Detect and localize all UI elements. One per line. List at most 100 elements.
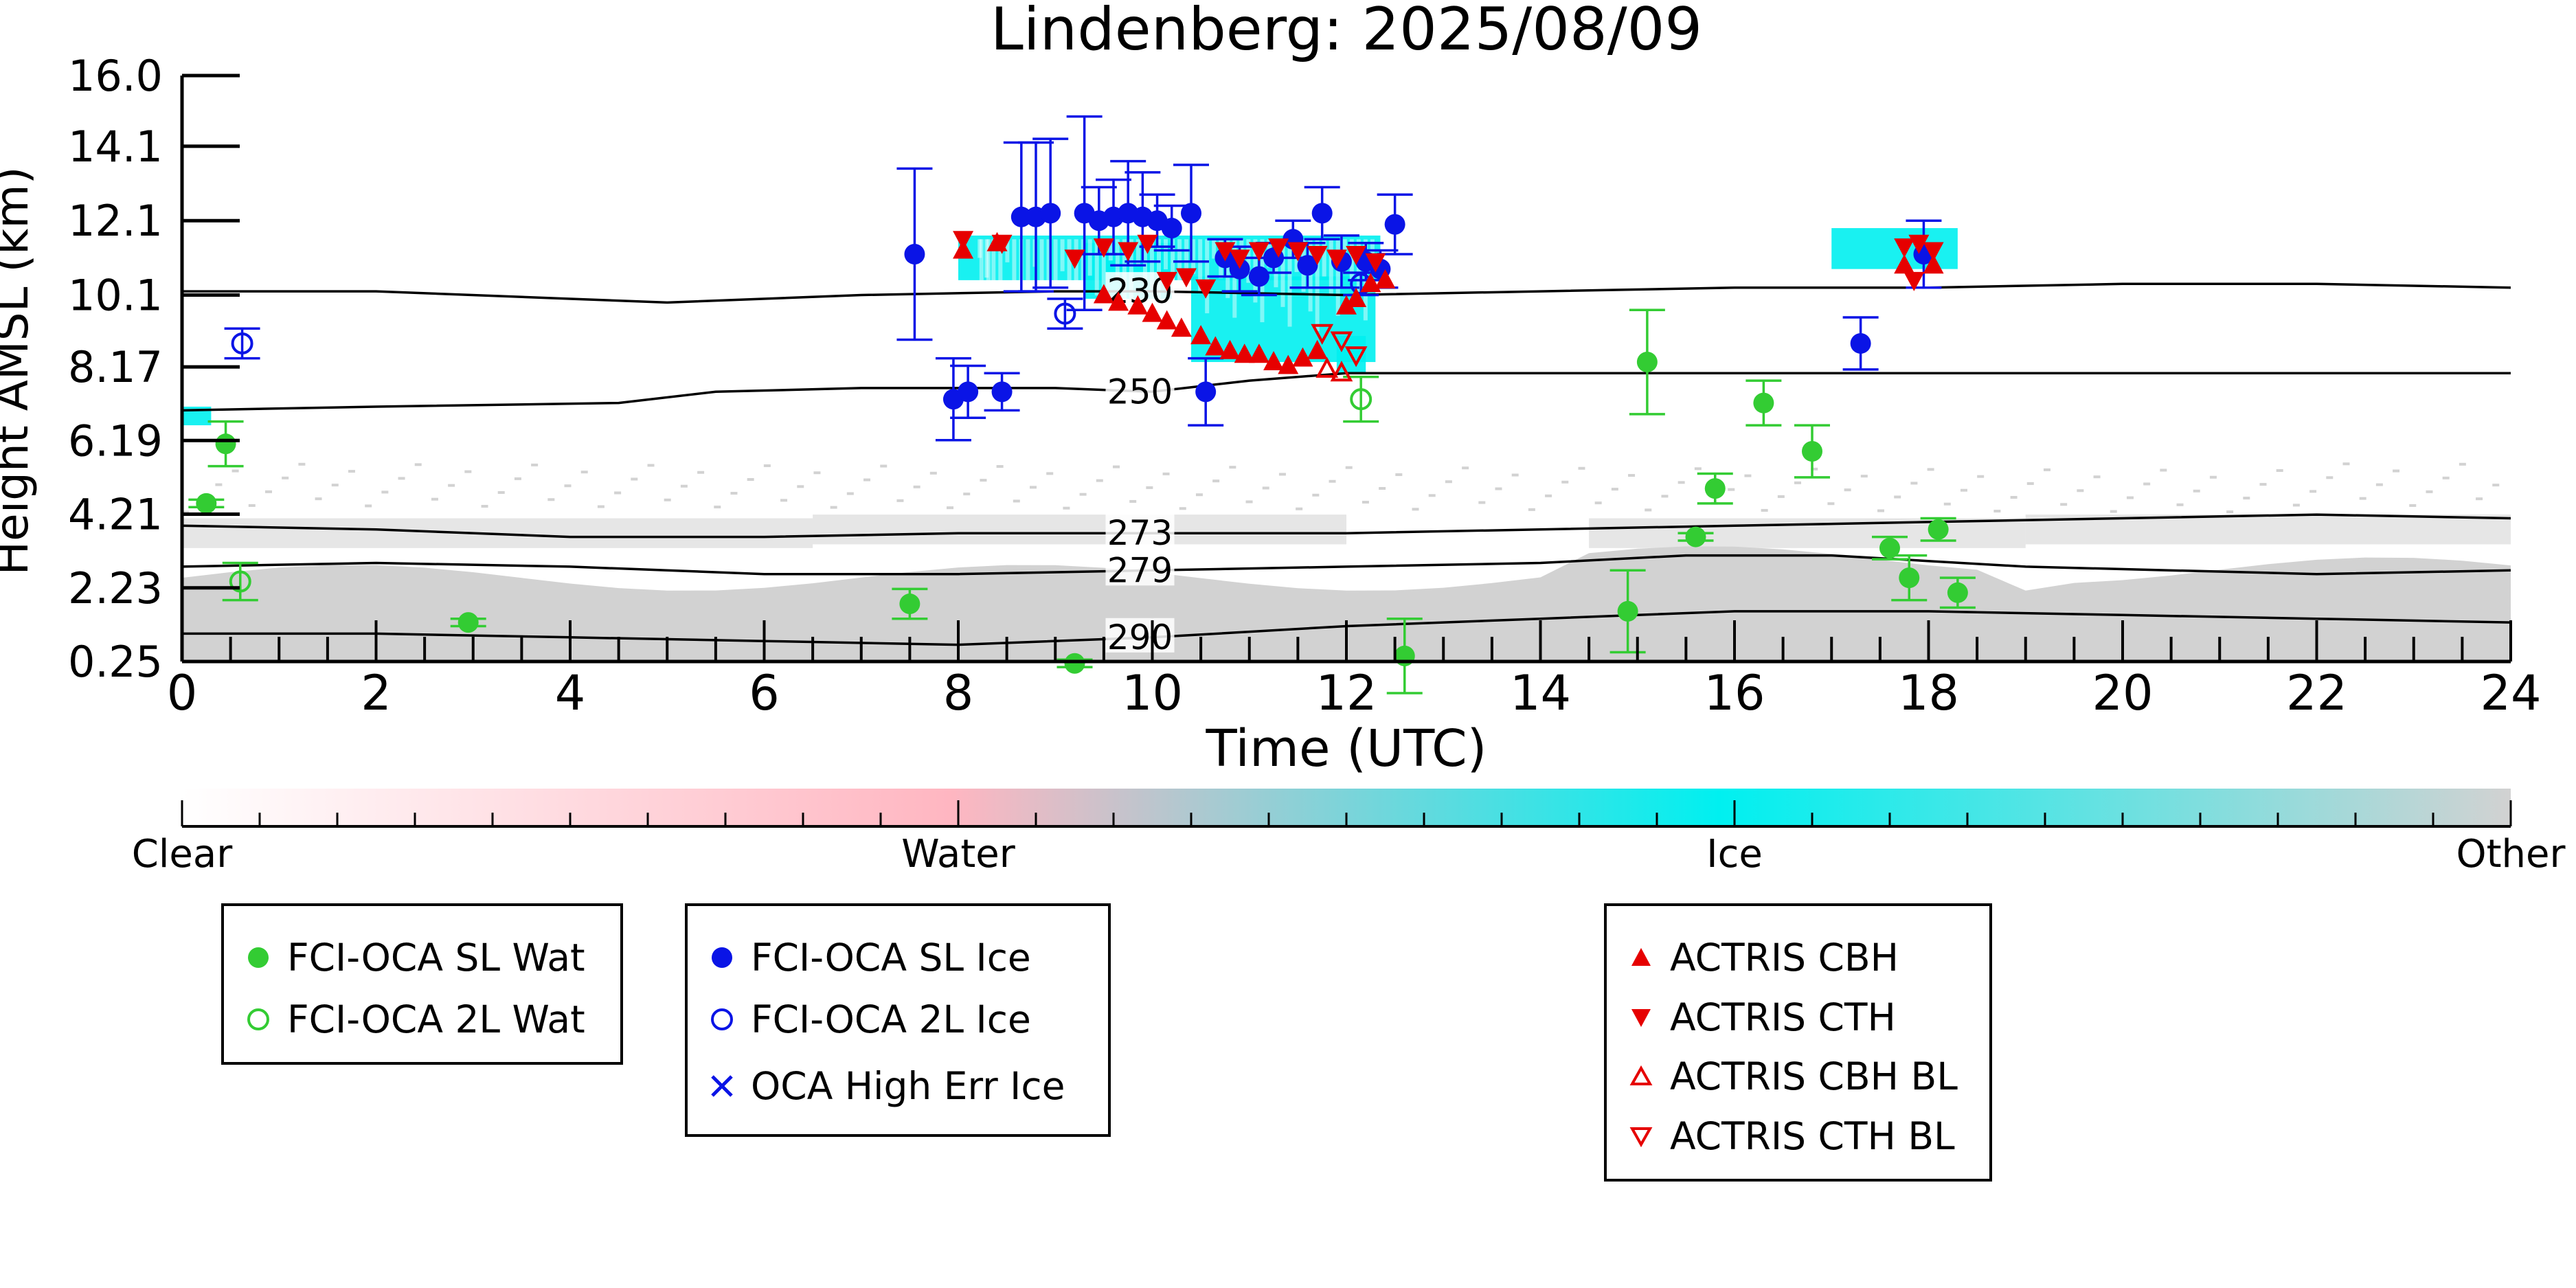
other-class-speckle	[1395, 473, 1403, 476]
y-tick-label: 4.21	[68, 490, 163, 540]
ice-class-streak	[1198, 239, 1203, 294]
other-class-speckle	[2226, 510, 2234, 514]
data-point	[1127, 295, 1149, 315]
other-class-speckle	[2309, 490, 2317, 493]
data-point	[1234, 343, 1255, 363]
data-point	[1947, 582, 1968, 603]
other-class-speckle	[896, 499, 904, 502]
other-class-speckle	[1245, 500, 1253, 504]
other-class-speckle	[2160, 468, 2167, 472]
ice-class-streak	[1315, 239, 1320, 332]
data-point	[1336, 295, 1357, 315]
other-class-speckle	[431, 497, 438, 501]
other-class-speckle	[1511, 473, 1519, 477]
other-class-speckle	[1827, 502, 1835, 506]
other-class-speckle	[264, 490, 272, 493]
data-point	[1263, 351, 1285, 371]
data-point	[1195, 381, 1217, 403]
other-class-speckle	[1262, 486, 1269, 490]
ice-class-streak	[991, 239, 996, 297]
other-class-speckle	[1063, 506, 1070, 510]
other-class-speckle	[1162, 472, 1170, 475]
other-class-speckle	[1379, 486, 1386, 490]
other-class-speckle	[2110, 510, 2117, 513]
data-point	[1899, 567, 1920, 589]
ice-class-streak	[1087, 239, 1092, 276]
open-circle-icon	[711, 1008, 733, 1030]
other-class-speckle	[664, 498, 671, 501]
data-point	[1093, 284, 1114, 304]
y-tick-label: 0.25	[68, 637, 163, 687]
other-class-speckle	[1412, 508, 1419, 511]
x-tick-label: 14	[1510, 665, 1571, 721]
data-point	[1903, 271, 1925, 291]
other-class-speckle	[1694, 467, 1702, 471]
ice-class-streak	[1046, 239, 1051, 306]
isotherm-label-bg	[1105, 551, 1175, 586]
legend-water: FCI-OCA SL Wat FCI-OCA 2L Wat	[221, 903, 623, 1065]
other-class-speckle	[631, 477, 638, 481]
other-class-speckle	[531, 463, 539, 466]
other-class-speckle	[830, 506, 837, 509]
other-class-speckle	[1296, 507, 1303, 510]
classification-colorbar: Clear Water Ice Other	[132, 789, 2566, 877]
ice-class-streak	[1136, 239, 1140, 265]
other-class-speckle	[863, 478, 871, 482]
ice-class-streak	[1329, 239, 1333, 297]
other-class-speckle	[1096, 479, 1103, 482]
data-point	[1617, 600, 1638, 622]
other-class-speckle	[497, 490, 505, 494]
other-class-speckle	[2209, 475, 2217, 479]
other-class-speckle	[398, 477, 405, 480]
other-class-speckle	[2326, 476, 2334, 479]
data-point	[1205, 336, 1226, 356]
other-class-speckle	[1278, 473, 1286, 476]
other-class-speckle	[1312, 493, 1320, 497]
other-class-speckle	[1462, 466, 1469, 470]
other-class-speckle	[1445, 480, 1452, 484]
legend-item-actris-cth-bl: ACTRIS CTH BL	[1620, 1114, 1955, 1158]
other-class-speckle	[2342, 462, 2350, 466]
other-class-speckle	[1877, 509, 1885, 512]
other-class-speckle	[2143, 482, 2151, 486]
other-class-speckle	[2126, 496, 2134, 499]
data-point	[1248, 242, 1269, 262]
data-point	[958, 381, 979, 403]
other-class-speckle	[614, 491, 622, 495]
other-class-speckle	[282, 476, 289, 479]
data-point	[991, 234, 1013, 254]
other-class-speckle	[1146, 486, 1153, 489]
triangle-down-icon	[1631, 1009, 1651, 1027]
other-class-speckle	[2193, 489, 2200, 493]
other-class-speckle	[414, 463, 422, 466]
ice-class-streak	[1164, 239, 1168, 270]
ice-class-streak	[1246, 239, 1251, 283]
data-point	[1118, 242, 1139, 262]
other-class-speckle	[913, 485, 920, 488]
other-class-speckle	[1195, 493, 1203, 497]
classification-background	[182, 228, 2511, 662]
other-class-speckle	[763, 464, 771, 467]
open-circle-icon	[247, 1008, 269, 1030]
other-class-speckle	[2077, 489, 2084, 493]
ice-class-streak	[978, 239, 982, 258]
legend-label: FCI-OCA 2L Wat	[287, 997, 585, 1041]
data-point	[1384, 214, 1405, 235]
data-point	[1344, 346, 1368, 368]
x-tick-label: 18	[1898, 665, 1959, 721]
other-class-speckle	[2176, 503, 2184, 506]
legend-item-2l-wat: FCI-OCA 2L Wat	[238, 997, 585, 1041]
y-tick-label: 14.1	[68, 122, 163, 172]
other-class-speckle	[730, 492, 738, 495]
colorbar-label-clear: Clear	[132, 832, 233, 877]
other-class-speckle	[365, 504, 372, 508]
data-point	[1346, 287, 1367, 307]
x-axis-label: Time (UTC)	[1205, 719, 1487, 778]
data-point	[1894, 238, 1915, 258]
ice-class-streak	[986, 239, 991, 306]
other-class-speckle	[1628, 474, 1636, 477]
data-point	[1894, 254, 1915, 274]
legend-label: ACTRIS CBH BL	[1670, 1054, 1958, 1098]
other-class-speckle	[1794, 481, 1802, 484]
ice-class-streak	[1212, 239, 1217, 259]
